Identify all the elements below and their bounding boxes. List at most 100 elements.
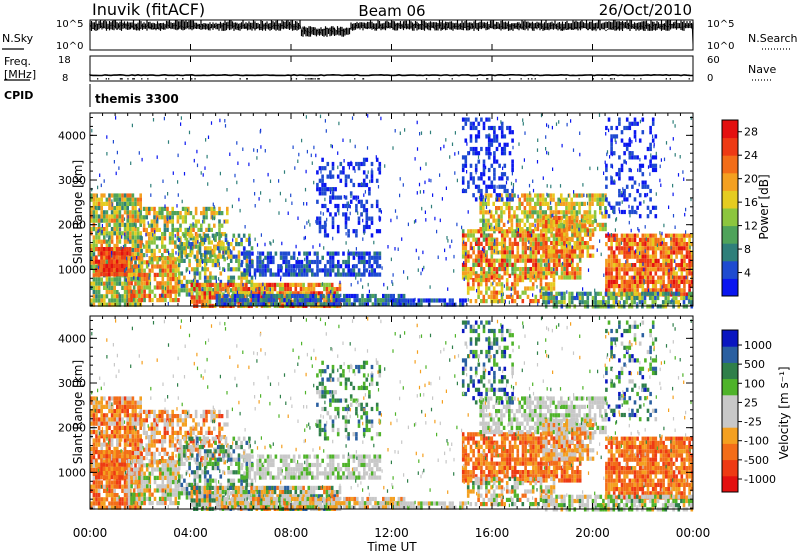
heatmap-cell — [667, 246, 671, 251]
heatmap-cell — [229, 295, 233, 300]
heatmap-cell — [532, 241, 535, 246]
heatmap-cell — [323, 299, 326, 304]
heatmap-cell — [253, 148, 255, 152]
heatmap-cell — [97, 265, 100, 270]
heatmap-cell — [342, 259, 345, 265]
heatmap-cell — [552, 210, 555, 215]
heatmap-cell — [582, 287, 584, 291]
heatmap-cell — [639, 119, 641, 124]
heatmap-cell — [188, 292, 191, 297]
heatmap-cell — [282, 259, 285, 265]
heatmap-cell — [505, 193, 508, 198]
heatmap-cell — [376, 255, 379, 260]
heatmap-cell — [557, 224, 561, 229]
heatmap-cell — [330, 302, 333, 307]
heatmap-cell — [121, 268, 124, 273]
heatmap-cell — [647, 165, 650, 169]
heatmap-cell — [90, 417, 93, 422]
heatmap-cell — [643, 279, 645, 283]
heatmap-cell — [618, 237, 621, 242]
heatmap-cell — [565, 220, 569, 225]
heatmap-cell — [258, 255, 262, 260]
heatmap-cell — [153, 257, 156, 262]
heatmap-cell — [547, 224, 551, 229]
heatmap-cell — [303, 251, 306, 256]
heatmap-cell — [164, 204, 166, 208]
heatmap-cell — [365, 212, 369, 217]
heatmap-cell — [550, 253, 553, 258]
heatmap-cell — [123, 222, 127, 227]
heatmap-cell — [500, 229, 504, 234]
heatmap-cell — [90, 467, 93, 472]
heatmap-cell — [113, 231, 116, 236]
heatmap-cell — [188, 130, 191, 135]
heatmap-cell — [669, 300, 673, 305]
heatmap-cell — [589, 166, 591, 171]
heatmap-cell — [477, 282, 480, 287]
heatmap-cell — [615, 271, 619, 276]
heatmap-cell — [232, 246, 236, 251]
heatmap-cell — [610, 151, 613, 156]
heatmap-cell — [92, 446, 96, 451]
heatmap-cell — [404, 128, 406, 132]
heatmap-cell — [519, 267, 522, 272]
heatmap-cell — [123, 302, 127, 307]
heatmap-cell — [214, 237, 217, 242]
heatmap-cell — [539, 271, 543, 276]
heatmap-cell — [552, 245, 556, 250]
heatmap-cell — [662, 279, 665, 284]
heatmap-cell — [484, 218, 488, 223]
date-title: 26/Oct/2010 — [599, 1, 692, 19]
heatmap-cell — [177, 298, 180, 303]
heatmap-cell — [145, 232, 147, 237]
heatmap-cell — [570, 260, 572, 265]
heatmap-cell — [316, 264, 319, 269]
heatmap-cell — [92, 493, 96, 498]
heatmap-cell — [195, 299, 199, 304]
heatmap-cell — [611, 165, 614, 169]
heatmap-cell — [625, 246, 629, 251]
heatmap-cell — [526, 294, 530, 299]
heatmap-cell — [490, 294, 493, 299]
heatmap-cell — [166, 281, 170, 286]
heatmap-cell — [200, 295, 204, 300]
heatmap-cell — [464, 121, 468, 126]
heatmap-cell — [490, 267, 494, 272]
heatmap-cell — [126, 193, 129, 198]
heatmap-cell — [184, 215, 187, 220]
heatmap-cell — [349, 178, 353, 183]
heatmap-cell — [396, 215, 398, 220]
heatmap-cell — [482, 125, 486, 131]
nave-dot — [318, 78, 320, 80]
heatmap-cell — [636, 302, 638, 306]
heatmap-cell — [183, 250, 186, 255]
heatmap-cell — [563, 267, 566, 272]
heatmap-cell — [118, 239, 122, 244]
heatmap-cell — [229, 258, 233, 263]
heatmap-cell — [651, 167, 655, 173]
heatmap-cell — [105, 197, 109, 202]
heatmap-cell — [547, 228, 551, 233]
heatmap-cell — [445, 186, 447, 190]
heatmap-cell — [474, 262, 478, 267]
heatmap-cell — [532, 262, 535, 267]
heatmap-cell — [607, 263, 611, 268]
heatmap-cell — [336, 229, 340, 234]
heatmap-cell — [633, 121, 637, 126]
heatmap-cell — [127, 215, 129, 219]
heatmap-cell — [614, 138, 616, 142]
heatmap-cell — [127, 298, 131, 303]
heatmap-cell — [513, 273, 517, 278]
heatmap-cell — [429, 285, 431, 289]
heatmap-cell — [90, 197, 93, 202]
heatmap-cell — [134, 248, 137, 253]
heatmap-cell — [213, 211, 216, 216]
heatmap-cell — [163, 236, 167, 241]
heatmap-cell — [625, 263, 629, 268]
heatmap-cell — [355, 233, 358, 238]
heatmap-cell — [506, 233, 509, 238]
heatmap-cell — [614, 228, 616, 232]
heatmap-cell — [670, 233, 673, 238]
heatmap-cell — [392, 146, 394, 150]
heatmap-cell — [661, 300, 665, 305]
